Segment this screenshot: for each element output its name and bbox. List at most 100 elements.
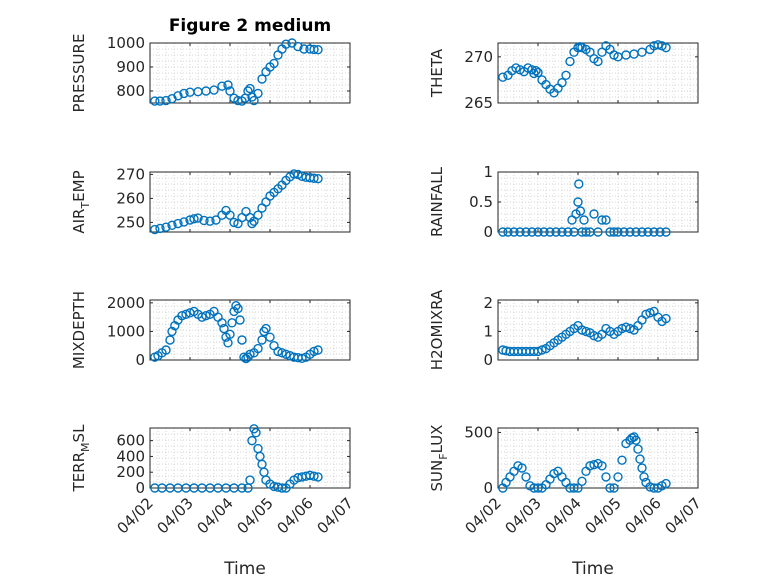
data-point — [551, 227, 561, 237]
y-tick-label: 200 — [116, 463, 145, 481]
data-point — [177, 311, 187, 321]
data-point — [609, 483, 619, 493]
y-tick-label: 2000 — [107, 294, 145, 312]
data-point — [249, 95, 259, 106]
y-tick-label: 400 — [116, 447, 145, 465]
data-point — [229, 217, 239, 228]
data-point — [573, 483, 583, 493]
data-point — [167, 326, 177, 337]
data-point — [225, 210, 235, 220]
data-point — [251, 428, 261, 438]
data-point — [637, 227, 647, 237]
data-point — [235, 315, 245, 325]
x-tick-label: 04/03 — [154, 494, 197, 537]
axes-border — [497, 427, 699, 489]
data-point — [253, 210, 263, 220]
y-tick-label: 0 — [483, 223, 493, 241]
data-point — [537, 345, 547, 355]
data-point — [313, 174, 323, 184]
data-point — [641, 309, 651, 319]
x-tick-label: 04/04 — [194, 494, 237, 537]
data-point — [521, 227, 531, 237]
data-point — [223, 80, 233, 90]
data-point — [539, 227, 549, 237]
data-point — [581, 227, 591, 237]
data-point — [625, 227, 635, 237]
data-point — [643, 227, 653, 237]
y-tick-label: 900 — [116, 58, 145, 76]
data-point — [561, 70, 571, 81]
y-axis-label: RAINFALL — [428, 166, 446, 237]
subplot-4: 0 0.5 1 RAINFALL — [428, 163, 699, 241]
data-point — [557, 77, 567, 88]
data-point — [150, 224, 160, 235]
y-tick-label: 270 — [464, 48, 493, 66]
data-point — [161, 345, 171, 355]
data-point — [281, 349, 291, 359]
data-point — [577, 325, 587, 335]
data-point — [631, 227, 641, 237]
data-point — [237, 335, 247, 345]
data-point — [529, 68, 539, 79]
data-point — [261, 323, 271, 334]
data-point — [247, 435, 257, 446]
data-point — [277, 348, 287, 358]
data-point — [227, 318, 237, 328]
x-tick-label: 04/05 — [234, 494, 277, 537]
data-point — [661, 227, 671, 237]
data-point — [613, 227, 623, 237]
subplot-7: 0200400600TERRMSL04/0204/0304/0404/0504/… — [70, 424, 357, 579]
data-point — [277, 483, 287, 493]
data-point — [293, 41, 303, 52]
data-point — [269, 58, 279, 69]
data-point — [155, 96, 165, 106]
data-point — [563, 227, 573, 237]
data-point — [179, 88, 189, 99]
y-tick-label: 0.5 — [469, 193, 493, 211]
data-point — [515, 227, 525, 237]
data-point — [205, 216, 215, 226]
y-tick-label: 1 — [483, 322, 493, 340]
y-tick-label: 1 — [483, 163, 493, 181]
data-point — [155, 223, 165, 234]
data-point — [597, 215, 607, 225]
data-point — [645, 308, 655, 318]
chart-title: Figure 2 medium — [169, 16, 331, 36]
data-point — [509, 227, 519, 237]
data-point — [589, 209, 599, 219]
data-point — [498, 72, 508, 82]
axes-border — [497, 42, 699, 104]
data-point — [639, 472, 649, 482]
x-tick-label: 04/04 — [542, 494, 585, 537]
data-point — [527, 227, 537, 237]
data-point — [233, 303, 243, 314]
data-point — [217, 81, 227, 91]
data-point — [557, 227, 567, 237]
data-point — [533, 346, 543, 357]
subplot-6: 0 1 2 H2OMIXRA — [428, 289, 699, 370]
subplot-3: 250 260 270 AIRTEMP — [70, 165, 351, 235]
subplot-2: 265 270 THETA — [428, 40, 699, 112]
data-point — [601, 472, 611, 482]
y-axis-label: H2OMIXRA — [428, 289, 446, 370]
data-point — [309, 346, 319, 357]
data-point — [521, 472, 531, 482]
data-point — [189, 214, 199, 224]
data-point — [299, 44, 309, 54]
y-tick-label: 500 — [464, 423, 493, 441]
x-axis-label: Time — [223, 559, 266, 579]
data-point — [593, 227, 603, 237]
y-tick-label: 260 — [116, 189, 145, 207]
data-point — [597, 461, 607, 471]
x-tick-label: 04/02 — [462, 494, 505, 537]
data-point — [661, 42, 671, 53]
data-point — [173, 218, 183, 229]
data-point — [533, 227, 543, 237]
data-point — [265, 332, 275, 342]
y-axis-label: PRESSURE — [70, 34, 88, 113]
data-point — [621, 322, 631, 332]
data-point — [309, 173, 319, 183]
axes-border — [497, 299, 699, 361]
data-point — [593, 56, 603, 67]
